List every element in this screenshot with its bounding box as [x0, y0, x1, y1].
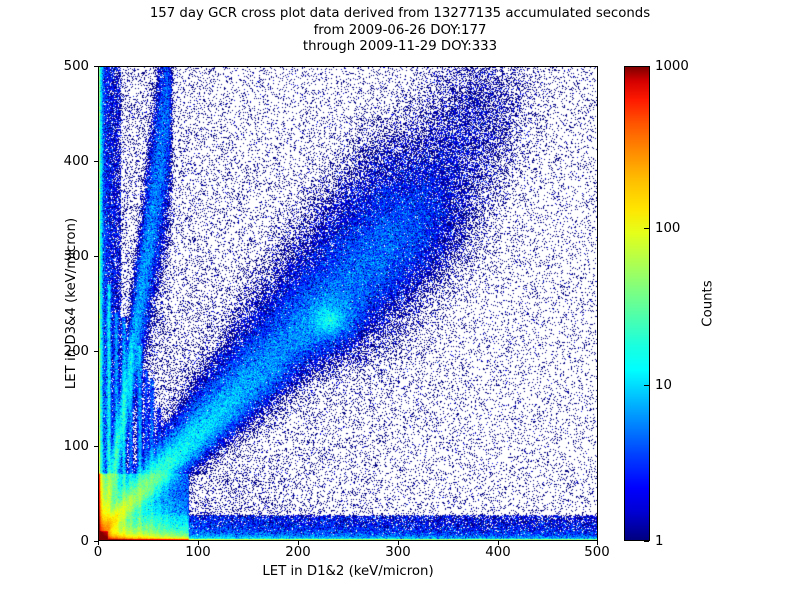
- ytick-mark-200: [94, 351, 98, 352]
- ytick-mark-500: [94, 66, 98, 67]
- xtick-mark-0: [98, 541, 99, 545]
- xtick-mark-500: [597, 541, 598, 545]
- xtick-mark-300: [398, 541, 399, 545]
- ytick-label-400: 400: [63, 154, 89, 169]
- colorbar-label-100: 100: [655, 221, 681, 236]
- colorbar-tick-1: [644, 541, 649, 542]
- ytick-label-500: 500: [63, 59, 89, 74]
- xtick-mark-400: [498, 541, 499, 545]
- xtick-label-100: 100: [185, 545, 211, 560]
- colorbar-tick-10: [644, 385, 649, 386]
- chart-title: 157 day GCR cross plot data derived from…: [149, 6, 651, 54]
- colorbar-label-10: 10: [655, 378, 672, 393]
- x-axis-label: LET in D1&2 (keV/micron): [262, 564, 434, 579]
- ytick-label-100: 100: [63, 439, 89, 454]
- plot-area[interactable]: [98, 66, 598, 541]
- colorbar-label-1: 1: [655, 534, 664, 549]
- y-axis-label: LET in D3&4 (keV/micron): [64, 217, 79, 390]
- xtick-label-300: 300: [385, 545, 411, 560]
- xtick-label-0: 0: [93, 545, 103, 560]
- ytick-mark-100: [94, 446, 98, 447]
- ytick-mark-300: [94, 256, 98, 257]
- scatter-heatmap: [99, 67, 597, 540]
- colorbar[interactable]: [624, 66, 650, 541]
- ytick-mark-0: [94, 541, 98, 542]
- ytick-label-200: 200: [63, 344, 89, 359]
- colorbar-tick-100: [644, 228, 649, 229]
- xtick-mark-100: [198, 541, 199, 545]
- colorbar-tick-1000: [644, 66, 649, 67]
- ytick-mark-400: [94, 161, 98, 162]
- ytick-label-0: 0: [80, 534, 89, 549]
- xtick-label-400: 400: [485, 545, 511, 560]
- ytick-label-300: 300: [63, 249, 89, 264]
- xtick-label-500: 500: [584, 545, 610, 560]
- colorbar-label-1000: 1000: [655, 59, 689, 74]
- colorbar-title: Counts: [700, 280, 716, 327]
- xtick-label-200: 200: [285, 545, 311, 560]
- xtick-mark-200: [298, 541, 299, 545]
